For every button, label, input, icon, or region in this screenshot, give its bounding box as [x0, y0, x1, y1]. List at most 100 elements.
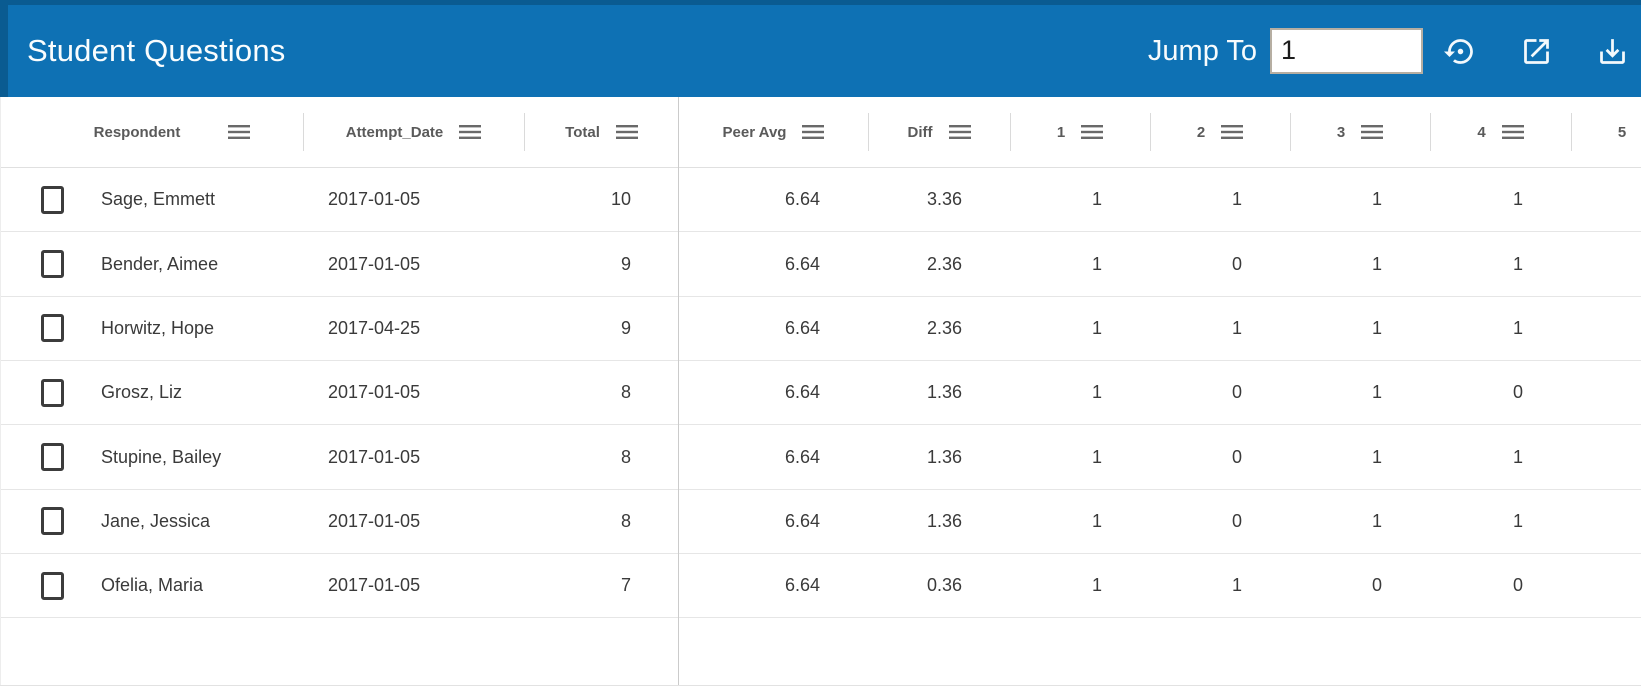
attempt-date-cell: 2017-01-05: [328, 510, 421, 531]
total-cell: 9: [620, 253, 631, 274]
attempt-date-cell: 2017-01-05: [328, 382, 421, 403]
column-menu-icon[interactable]: [802, 124, 825, 140]
table-row: Jane, Jessica 2017-01-05 8 6.64 1.36 1 0 1 1: [1, 490, 1641, 555]
column-menu-icon[interactable]: [459, 124, 482, 140]
column-header-q2[interactable]: 2: [1150, 97, 1290, 167]
column-header-label: Respondent: [93, 123, 181, 141]
column-header-label: Attempt_Date: [345, 123, 444, 141]
jump-to-input[interactable]: [1270, 28, 1423, 74]
respondent-name: Bender, Aimee: [101, 253, 219, 274]
q1-cell: 1: [1091, 189, 1102, 210]
column-header-total[interactable]: Total: [524, 97, 679, 167]
row-checkbox[interactable]: [41, 507, 64, 536]
table-row: Grosz, Liz 2017-01-05 8 6.64 1.36 1 0 1 0: [1, 361, 1641, 426]
jump-to-label: Jump To: [1147, 34, 1257, 67]
column-header-diff[interactable]: Diff: [868, 97, 1010, 167]
column-header-label: 4: [1477, 123, 1486, 141]
q3-cell: 1: [1371, 510, 1382, 531]
respondent-cell: Sage, Emmett: [1, 185, 303, 214]
diff-cell: 2.36: [926, 317, 962, 338]
diff-cell: 1.36: [926, 446, 962, 467]
column-menu-icon[interactable]: [1081, 124, 1104, 140]
column-header-q3[interactable]: 3: [1290, 97, 1430, 167]
q4-cell: 1: [1512, 253, 1523, 274]
header-bar: Student Questions Jump To: [0, 0, 1641, 97]
attempt-date-cell: 2017-01-05: [328, 446, 421, 467]
respondent-cell: Horwitz, Hope: [1, 314, 303, 343]
q4-cell: 0: [1512, 575, 1523, 596]
q2-cell: 0: [1231, 446, 1242, 467]
q1-cell: 1: [1091, 382, 1102, 403]
column-header-q5[interactable]: 5: [1571, 97, 1641, 167]
column-menu-icon[interactable]: [1361, 124, 1384, 140]
q1-cell: 1: [1091, 253, 1102, 274]
diff-cell: 1.36: [926, 382, 962, 403]
data-table: Respondent Attempt_Date Total Peer Avg Diff 1…: [0, 97, 1641, 685]
column-menu-icon[interactable]: [1221, 124, 1244, 140]
diff-cell: 3.36: [926, 189, 962, 210]
row-checkbox[interactable]: [41, 250, 64, 279]
restore-button[interactable]: [1443, 34, 1477, 68]
table-row: Bender, Aimee 2017-01-05 9 6.64 2.36 1 0 1 1: [1, 232, 1641, 297]
column-header-attempt_date[interactable]: Attempt_Date: [303, 97, 524, 167]
respondent-cell: Bender, Aimee: [1, 250, 303, 279]
peer-avg-cell: 6.64: [784, 446, 820, 467]
row-checkbox[interactable]: [41, 185, 64, 214]
q2-cell: 1: [1231, 317, 1242, 338]
column-header-q1[interactable]: 1: [1010, 97, 1150, 167]
column-header-label: 1: [1056, 123, 1066, 141]
row-checkbox[interactable]: [41, 378, 64, 407]
page-title: Student Questions: [27, 33, 286, 68]
diff-cell: 2.36: [926, 253, 962, 274]
attempt-date-cell: 2017-01-05: [328, 575, 421, 596]
respondent-cell: Ofelia, Maria: [1, 571, 303, 600]
row-checkbox[interactable]: [41, 443, 64, 472]
column-header-q4[interactable]: 4: [1430, 97, 1571, 167]
respondent-cell: Jane, Jessica: [1, 507, 303, 536]
row-checkbox[interactable]: [41, 314, 64, 343]
q1-cell: 1: [1091, 317, 1102, 338]
table-body: Sage, Emmett 2017-01-05 1 0 6.64 3.36 1 1 1 1 Bend…: [1, 168, 1641, 619]
table-row: Ofelia, Maria 2017-01-05 7 6.64 0.36 1 1 0 0: [1, 554, 1641, 619]
column-header-respondent[interactable]: Respondent: [1, 97, 303, 167]
column-menu-icon[interactable]: [1501, 124, 1524, 140]
total-cell: 8: [620, 510, 631, 531]
restore-icon: [1443, 35, 1477, 68]
table-row: Sage, Emmett 2017-01-05 10 6.64 3.36 1 1 1 1: [1, 168, 1641, 233]
attempt-date-cell: 2017-01-05: [328, 253, 421, 274]
respondent-name: Grosz, Liz: [101, 382, 183, 403]
total-cell: 8: [620, 446, 631, 467]
open-in-new-icon: [1520, 35, 1553, 68]
column-menu-icon[interactable]: [948, 124, 971, 140]
download-icon: [1596, 35, 1629, 68]
pinned-column-divider: [678, 97, 679, 685]
column-menu-icon[interactable]: [615, 124, 638, 140]
q2-cell: 0: [1231, 510, 1242, 531]
q2-cell: 1: [1231, 189, 1242, 210]
table-row: Horwitz, Hope 2017-04-25 9 6.64 2.36 1 1 1 1: [1, 297, 1641, 362]
q4-cell: 1: [1512, 317, 1523, 338]
attempt-date-cell: 2017-01-05: [328, 189, 421, 210]
peer-avg-cell: 6.64: [784, 382, 820, 403]
respondent-cell: Grosz, Liz: [1, 378, 303, 407]
q2-cell: 0: [1231, 253, 1242, 274]
q3-cell: 1: [1371, 382, 1382, 403]
column-header-peer_avg[interactable]: Peer Avg: [679, 97, 868, 167]
column-header-label: 3: [1336, 123, 1346, 141]
q4-cell: 1: [1512, 189, 1523, 210]
open-in-new-button[interactable]: [1519, 34, 1553, 68]
diff-cell: 1.36: [926, 510, 962, 531]
total-cell: 7: [620, 575, 631, 596]
total-cell: 8: [620, 382, 631, 403]
q4-cell: 1: [1512, 446, 1523, 467]
peer-avg-cell: 6.64: [784, 189, 820, 210]
q1-cell: 1: [1091, 510, 1102, 531]
table-row: Stupine, Bailey 2017-01-05 8 6.64 1.36 1 0 1 1: [1, 425, 1641, 490]
q3-cell: 0: [1371, 575, 1382, 596]
download-button[interactable]: [1595, 34, 1629, 68]
column-menu-icon[interactable]: [228, 124, 251, 140]
q2-cell: 0: [1231, 382, 1242, 403]
peer-avg-cell: 6.64: [784, 510, 820, 531]
row-checkbox[interactable]: [41, 571, 64, 600]
